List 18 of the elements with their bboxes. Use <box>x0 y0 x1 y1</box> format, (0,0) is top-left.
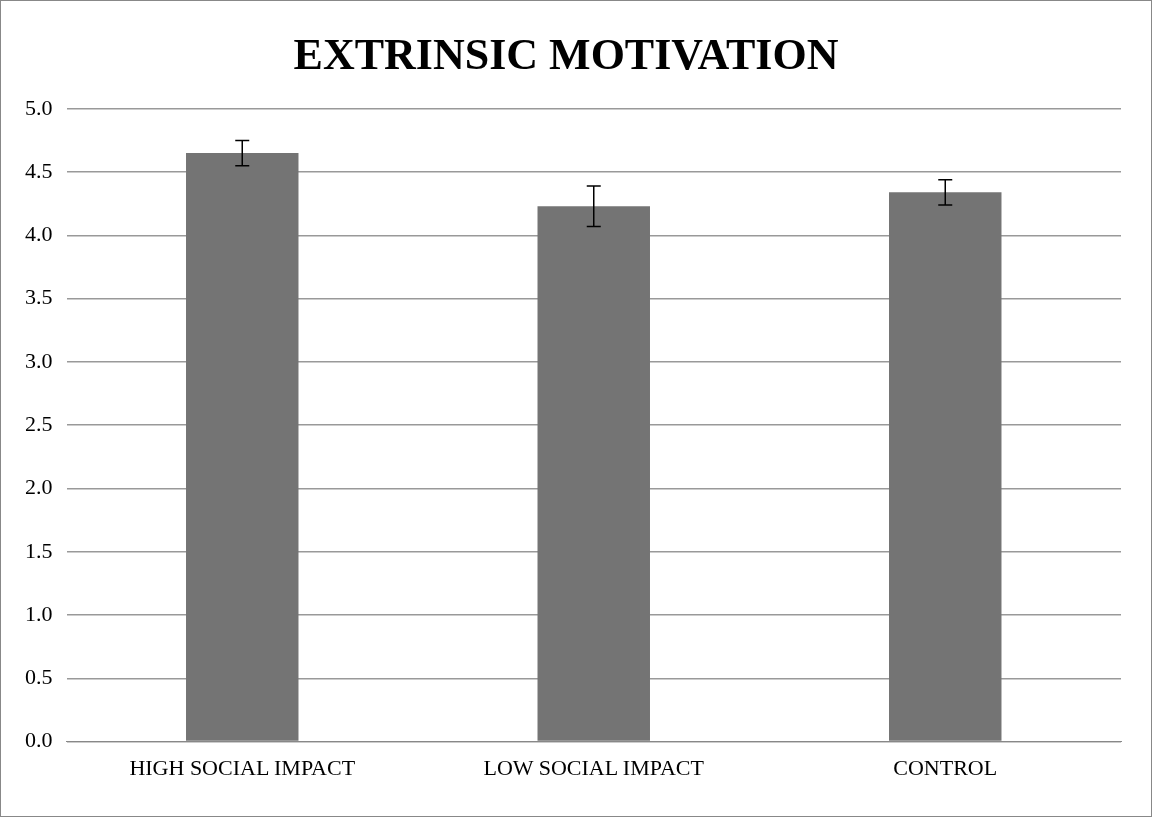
x-tick-label: CONTROL <box>893 754 998 780</box>
bar <box>537 206 650 741</box>
y-tick-label: 0.5 <box>25 664 53 690</box>
x-tick-label: HIGH SOCIAL IMPACT <box>129 754 356 780</box>
y-tick-label: 3.5 <box>25 284 53 310</box>
bar <box>186 153 299 741</box>
bar <box>889 192 1002 741</box>
y-tick-label: 3.0 <box>25 347 53 373</box>
y-tick-label: 1.0 <box>25 600 53 626</box>
y-tick-label: 0.0 <box>25 727 53 753</box>
x-tick-label: LOW SOCIAL IMPACT <box>483 754 705 780</box>
y-tick-label: 2.5 <box>25 410 53 436</box>
y-tick-label: 4.5 <box>25 157 53 183</box>
y-tick-label: 4.0 <box>25 221 53 247</box>
y-tick-label: 2.0 <box>25 474 53 500</box>
y-tick-label: 5.0 <box>25 94 53 120</box>
y-tick-label: 1.5 <box>25 537 53 563</box>
chart-title: EXTRINSIC MOTIVATION <box>293 29 839 79</box>
